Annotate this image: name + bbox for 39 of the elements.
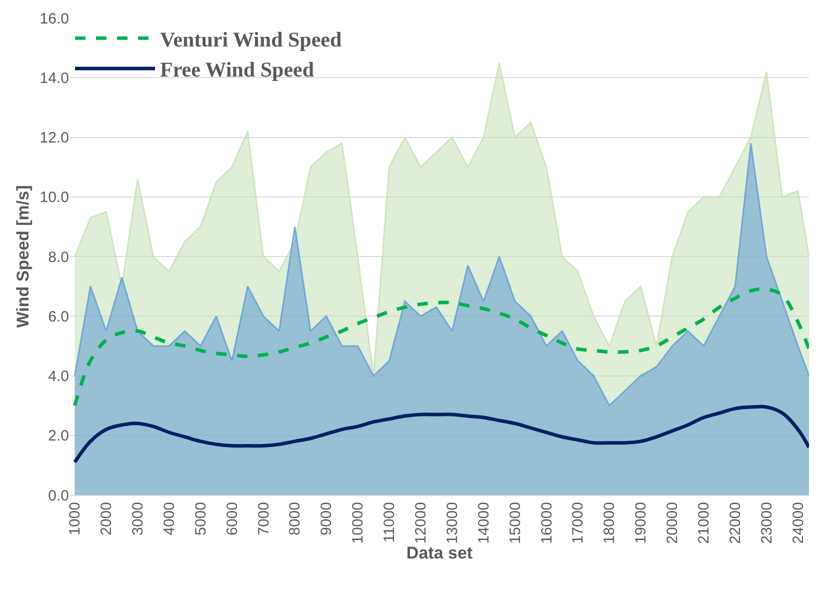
y-tick-label: 10.0 <box>40 189 69 206</box>
x-tick-label: 4000 <box>160 502 178 536</box>
x-tick-label: 20000 <box>664 502 682 544</box>
x-tick-label: 1000 <box>66 502 84 536</box>
x-tick-label: 24000 <box>790 502 807 544</box>
legend-label: Venturi Wind Speed <box>160 27 342 52</box>
y-tick-label: 14.0 <box>40 70 69 87</box>
line-series <box>72 287 809 408</box>
y-tick-label: 6.0 <box>48 308 69 326</box>
y-tick-label: 0.0 <box>48 487 69 504</box>
x-tick-label: 12000 <box>412 502 430 544</box>
x-tick-label: 6000 <box>224 502 241 536</box>
y-tick-label: 12.0 <box>40 130 69 146</box>
y-tick-label: 4.0 <box>48 368 69 385</box>
x-tick-label: 23000 <box>758 502 776 544</box>
legend-label: Free Wind Speed <box>160 58 314 82</box>
x-tick-label: 7000 <box>255 502 272 536</box>
line-series <box>72 404 809 464</box>
x-tick-label: 5000 <box>192 502 210 536</box>
x-tick-label: 3000 <box>129 502 146 536</box>
x-tick-label: 10000 <box>350 502 367 544</box>
x-tick-label: 17000 <box>570 502 587 544</box>
x-tick-label: 9000 <box>318 502 336 536</box>
x-tick-label: 8000 <box>286 502 304 536</box>
x-tick-label: 22000 <box>726 502 744 544</box>
x-tick-label: 14000 <box>475 502 492 544</box>
x-tick-label: 16000 <box>538 502 556 544</box>
x-tick-label: 21000 <box>696 502 713 544</box>
y-tick-label: 16.0 <box>40 10 69 28</box>
x-tick-label: 11000 <box>381 502 398 543</box>
y-axis-title: Wind Speed [m/s] <box>13 185 32 328</box>
y-tick-label: 2.0 <box>48 428 69 445</box>
x-tick-label: 18000 <box>601 502 618 544</box>
x-tick-label: 19000 <box>632 502 650 544</box>
x-tick-label: 13000 <box>444 502 461 544</box>
x-axis-title: Data set <box>406 544 473 563</box>
x-tick-label: 2000 <box>98 502 116 536</box>
y-tick-label: 8.0 <box>48 248 69 266</box>
x-tick-label: 15000 <box>506 502 524 544</box>
